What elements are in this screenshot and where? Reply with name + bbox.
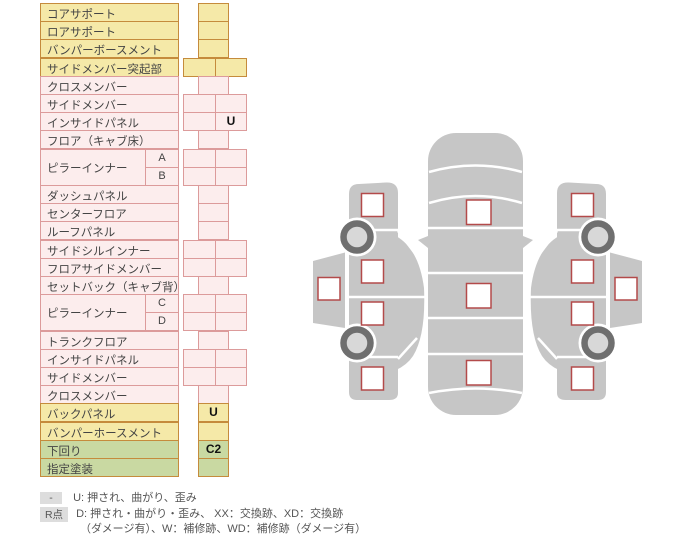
part-label: サイドメンバー [40, 367, 179, 386]
damage-cell[interactable] [215, 58, 247, 77]
legend-text-d-cont: （ダメージ有）、W：補修跡、WD：補修跡（ダメージ有） [80, 523, 367, 535]
part-label: 指定塗装 [40, 458, 179, 477]
part-label-text: バンパーボースメント [47, 45, 162, 57]
part-label: インサイドパネル [40, 112, 179, 131]
part-label-text: バンパーホースメント [47, 428, 162, 440]
part-label-text: セットバック（キャブ背） [47, 282, 179, 294]
legend-line-1: - U: 押され、曲がり、歪み [40, 489, 197, 505]
part-label: バックパネル [40, 403, 179, 422]
part-label-text: ピラーインナー [47, 307, 128, 320]
check-square-sill[interactable] [317, 276, 341, 301]
part-label: 下回り [40, 440, 179, 459]
part-label-text: サイドシルインナー [47, 246, 151, 258]
damage-cell[interactable] [198, 458, 229, 477]
part-label-text: トランクフロア [47, 337, 128, 349]
part-label: ピラーインナー [40, 294, 146, 331]
check-square-front-door[interactable] [360, 259, 385, 284]
damage-cell[interactable] [215, 312, 247, 331]
damage-cell[interactable]: U [215, 112, 247, 131]
legend-text-u: U: 押され、曲がり、歪み [73, 492, 197, 504]
part-label: サイドメンバー [40, 94, 179, 113]
check-square-rear-fender[interactable] [360, 366, 385, 391]
damage-table: コアサポート ロアサポート バンパーボースメント サイドメンバー突起部 クロスメンバーサ… [40, 3, 250, 479]
legend-text-d: D: 押され・曲がり・歪み、 XX：交換跡、XD：交換跡 [76, 508, 344, 520]
legend-key-dash: - [40, 492, 62, 505]
part-label: クロスメンバー [40, 385, 179, 404]
part-label-text: インサイドパネル [47, 118, 139, 130]
damage-cell[interactable] [198, 39, 229, 58]
part-label: トランクフロア [40, 331, 179, 350]
part-label-text: サイドメンバー突起部 [47, 64, 162, 76]
part-label-text: サイドメンバー [47, 100, 128, 112]
side-check-squares[interactable] [317, 192, 385, 391]
car-right-side-view[interactable] [530, 182, 642, 400]
car-left-side-view [313, 182, 425, 400]
check-square-trunk[interactable] [465, 359, 492, 386]
part-label-text: ルーフパネル [47, 227, 116, 239]
damage-cell[interactable] [215, 367, 247, 386]
legend-line-2: R点 D: 押され・曲がり・歪み、 XX：交換跡、XD：交換跡 [40, 505, 343, 522]
check-square-front-fender[interactable] [360, 192, 385, 218]
part-label: サイドメンバー突起部 [40, 58, 179, 77]
legend-line-3: （ダメージ有）、W：補修跡、WD：補修跡（ダメージ有） [80, 520, 366, 535]
part-label-text: フロア（キャブ床） [47, 136, 151, 148]
damage-cell[interactable] [198, 130, 229, 149]
part-sub-label: B [145, 167, 179, 186]
part-label-text: クロスメンバー [47, 82, 128, 94]
part-label-text: フロアサイドメンバー [47, 264, 162, 276]
part-label: サイドシルインナー [40, 240, 179, 259]
part-label-text: ピラーインナー [47, 162, 128, 175]
panel-lines [428, 164, 523, 395]
part-label-text: ダッシュパネル [47, 191, 128, 203]
check-square-hood[interactable] [465, 199, 492, 226]
part-label: ルーフパネル [40, 221, 179, 240]
part-label: クロスメンバー [40, 76, 179, 95]
damage-cell[interactable] [198, 221, 229, 240]
part-label-text: インサイドパネル [47, 355, 139, 367]
part-label-text: 指定塗装 [47, 464, 93, 476]
car-top-view [418, 133, 533, 415]
cabin-bulge [396, 236, 425, 370]
damage-cell[interactable]: U [198, 403, 229, 422]
rear-wheel-icon [340, 326, 374, 360]
part-label-text: 下回り [47, 446, 82, 458]
part-label-text: ロアサポート [47, 27, 116, 39]
legend-key-rten: R点 [40, 506, 68, 522]
part-label: フロア（キャブ床） [40, 130, 179, 149]
part-label: バンパーボースメント [40, 39, 179, 58]
mirror-left-icon [418, 236, 428, 248]
damage-cell[interactable] [215, 167, 247, 186]
part-label-text: サイドメンバー [47, 373, 128, 385]
part-label-text: バックパネル [47, 409, 116, 421]
damage-cell[interactable] [215, 258, 247, 277]
part-label-text: コアサポート [47, 9, 116, 21]
mirror-right-icon [523, 236, 533, 248]
check-square-roof[interactable] [465, 282, 492, 309]
part-label-text: センターフロア [47, 209, 127, 221]
front-wheel-icon [340, 220, 374, 254]
part-label: センターフロア [40, 203, 179, 222]
part-sub-label: D [145, 312, 179, 331]
part-label-text: クロスメンバー [47, 391, 128, 403]
check-square-rear-door[interactable] [360, 301, 385, 326]
